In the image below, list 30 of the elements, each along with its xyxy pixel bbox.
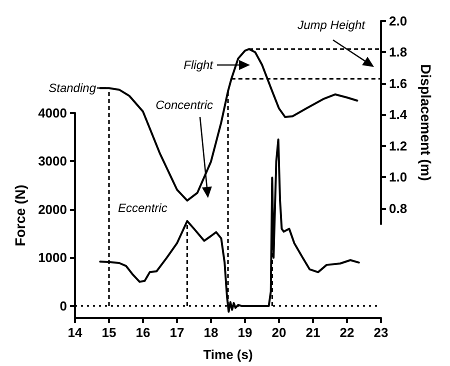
y2-tick-label: 2.0 — [389, 14, 408, 28]
x-tick-label: 17 — [170, 325, 184, 340]
x-tick-label: 22 — [340, 325, 354, 340]
y2-tick-label: 0.8 — [389, 200, 408, 216]
y2-tick-label: 1.2 — [389, 138, 408, 154]
x-tick-label: 23 — [374, 325, 388, 340]
y2-axis-title: Displacement (m) — [418, 64, 434, 181]
y2-tick-label: 1.0 — [389, 170, 408, 185]
y-tick-label: 4000 — [38, 106, 67, 120]
y-tick-label: 0 — [60, 298, 67, 314]
y-tick-label: 2000 — [38, 202, 67, 217]
y-tick-label: 3000 — [38, 154, 67, 169]
y-axis-title: Force (N) — [12, 184, 28, 246]
x-axis-title: Time (s) — [203, 347, 253, 362]
text: Flight — [184, 58, 214, 72]
x-tick-label: 16 — [136, 325, 150, 340]
x-tick-label: 15 — [102, 325, 116, 340]
y2-tick-label: 1.6 — [389, 76, 408, 91]
x-tick-label: 20 — [272, 325, 286, 340]
text: Standing — [48, 81, 96, 95]
x-tick-label: 19 — [238, 325, 252, 340]
y2-tick-label: 1.4 — [389, 107, 408, 122]
x-tick-label: 21 — [306, 325, 320, 340]
annotation: Eccentric — [118, 201, 168, 215]
text: Jump Height — [296, 18, 366, 32]
x-tick-label: 18 — [204, 325, 218, 340]
x-tick-label: 14 — [68, 325, 83, 340]
y2-tick-label: 1.8 — [389, 44, 408, 60]
text: Concentric — [156, 98, 213, 112]
y-tick-label: 1000 — [38, 250, 67, 266]
